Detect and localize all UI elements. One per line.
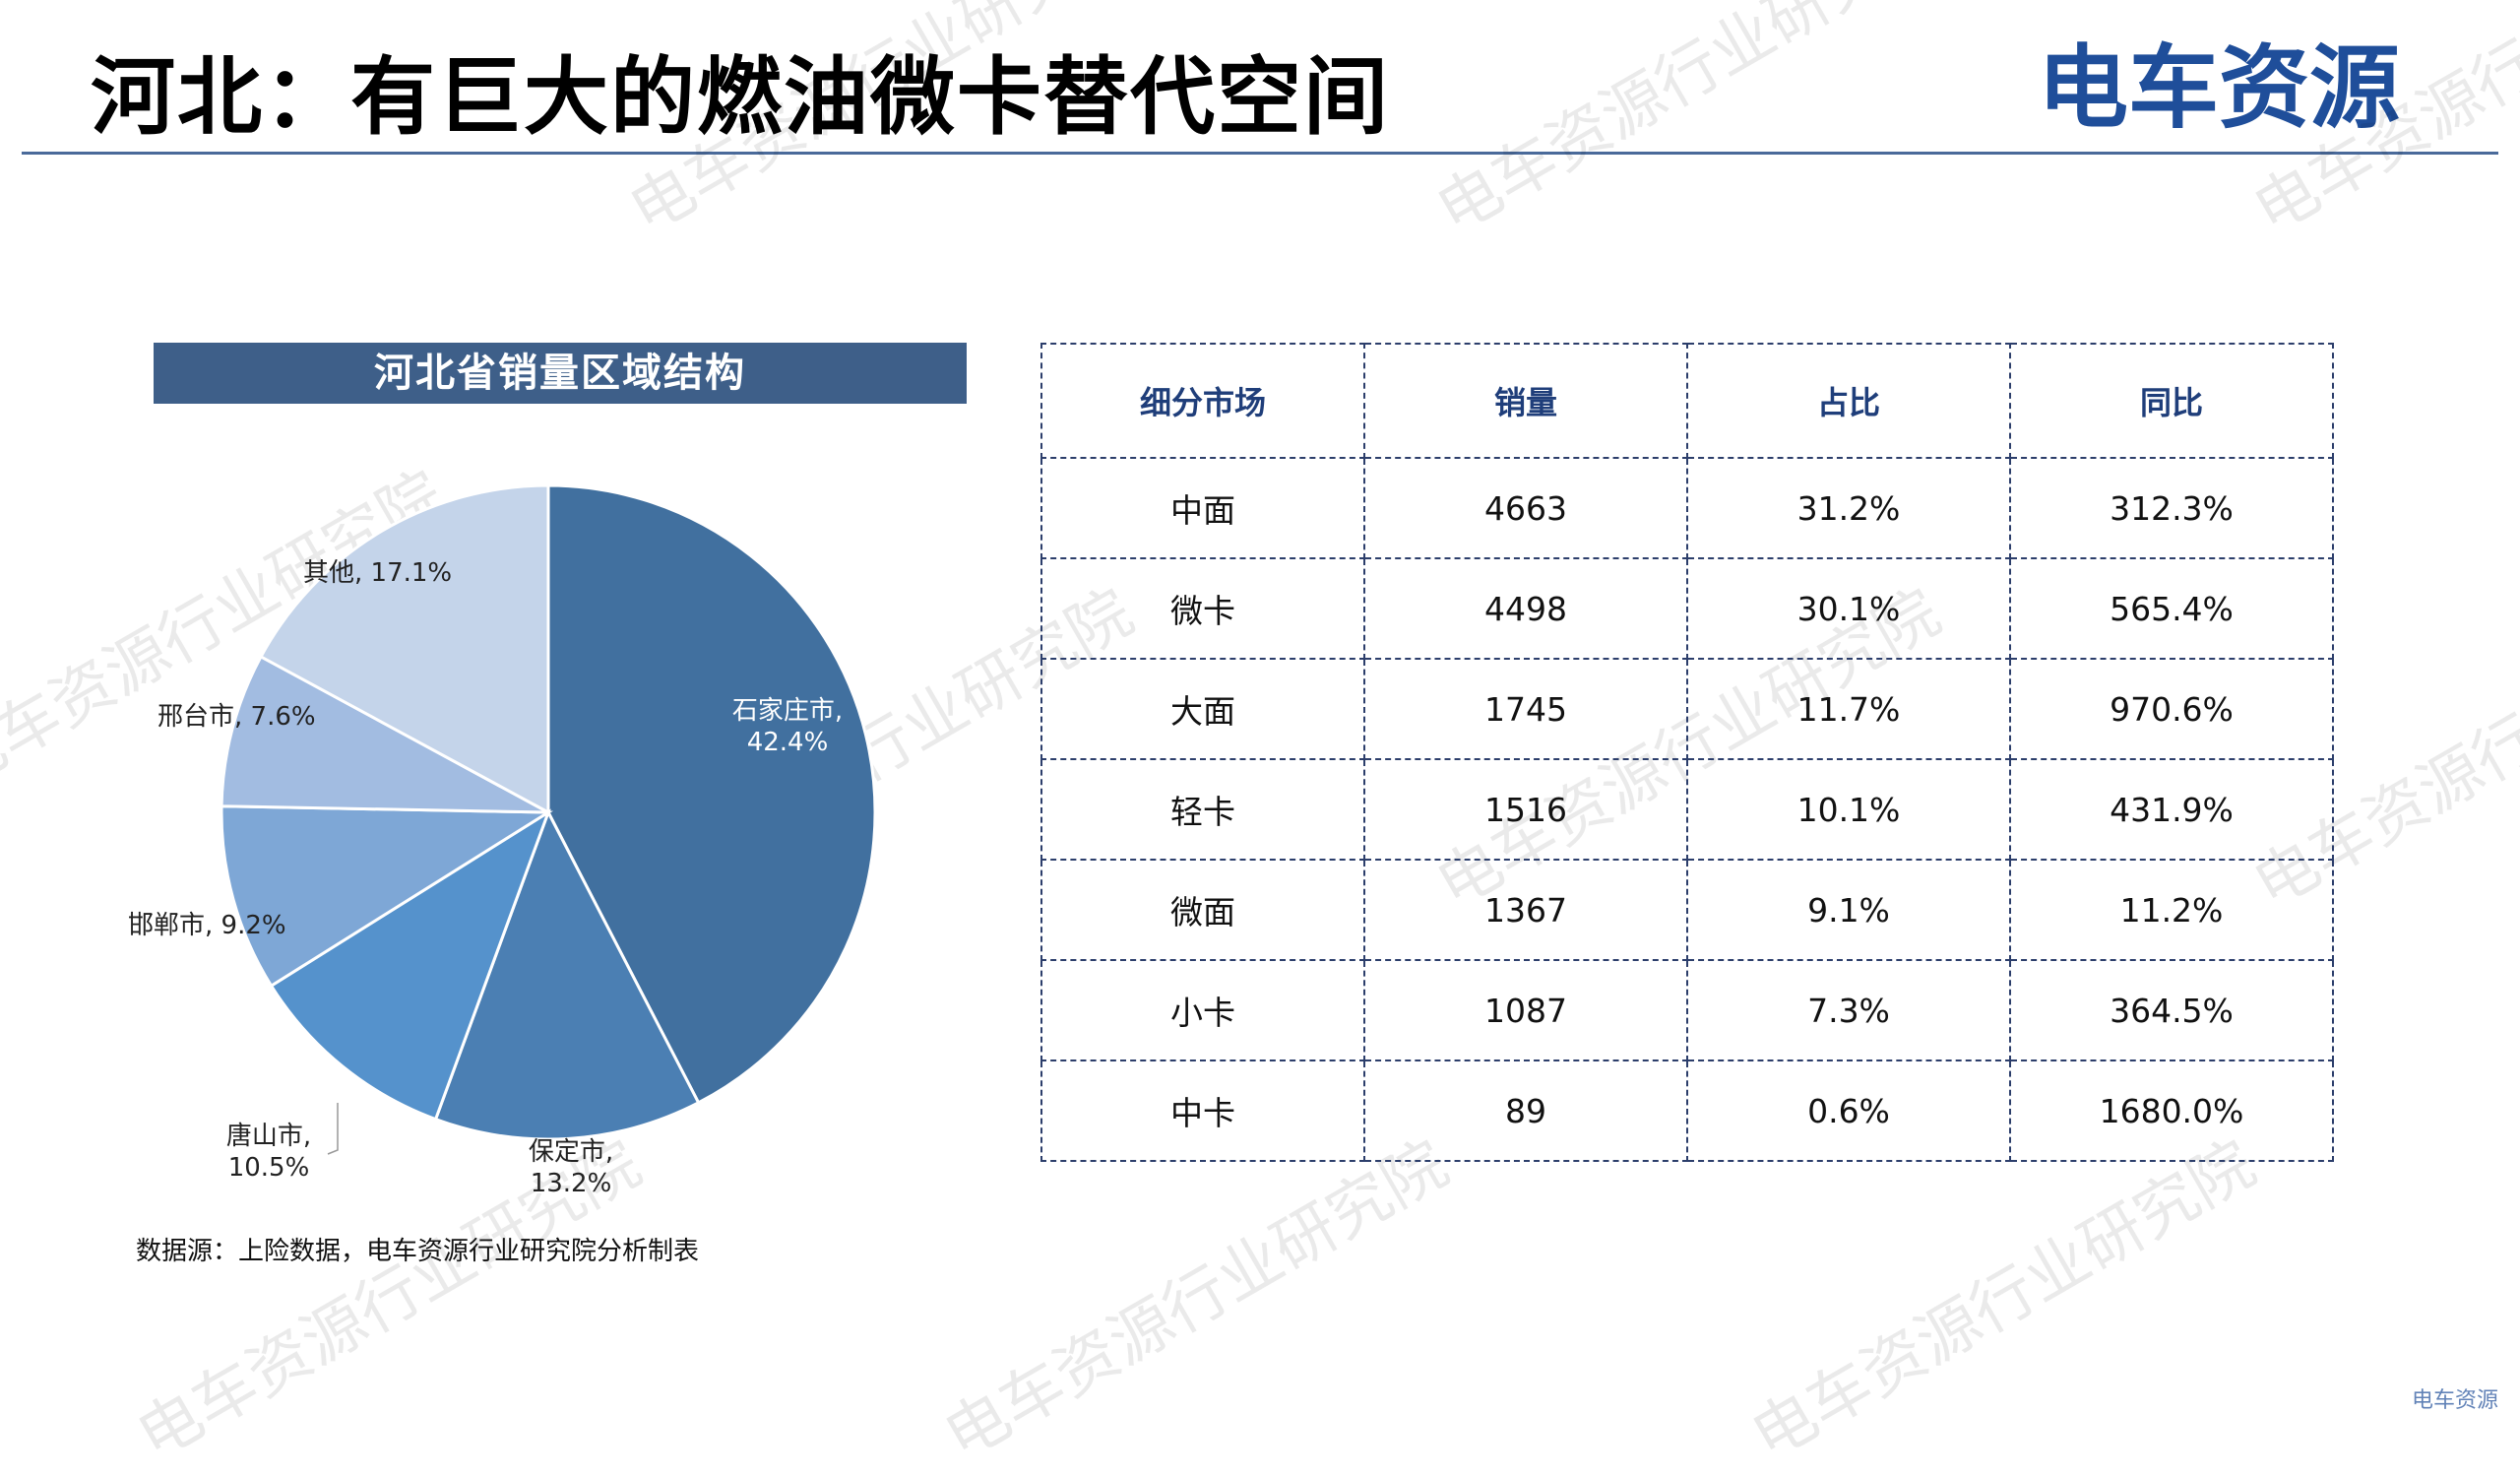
share-cell: 0.6% — [1686, 1060, 2011, 1162]
share-cell: 9.1% — [1686, 859, 2011, 961]
brand-logo: 电车资源 — [2038, 26, 2431, 141]
corner-logo-mark: 电车资源 — [2411, 1388, 2498, 1413]
segment-cell: 大面 — [1040, 658, 1365, 760]
table-row: 中面 4663 31.2% 312.3% — [1040, 457, 2334, 559]
watermark: 电车资源行业研究院 — [125, 1126, 654, 1475]
table-row: 微面 1367 9.1% 11.2% — [1040, 859, 2334, 961]
yoy-cell: 11.2% — [2009, 859, 2334, 961]
segment-cell: 轻卡 — [1040, 758, 1365, 861]
share-cell: 31.2% — [1686, 457, 2011, 559]
sales-cell: 1367 — [1363, 859, 1688, 961]
watermark: 电车资源行业研究院 — [1424, 0, 1953, 249]
header-cell: 同比 — [2009, 343, 2334, 459]
pie-slice — [269, 808, 551, 1122]
sales-cell: 4663 — [1363, 457, 1688, 559]
sales-cell: 1516 — [1363, 758, 1688, 861]
table-row: 中卡 89 0.6% 1680.0% — [1040, 1060, 2334, 1162]
pie-label: 邢台市, 7.6% — [158, 702, 316, 732]
yoy-cell: 364.5% — [2009, 959, 2334, 1061]
pie-slice — [433, 808, 701, 1141]
pie-label-name: 保定市, — [529, 1137, 613, 1167]
header-cell: 细分市场 — [1040, 343, 1365, 459]
segment-cell: 中卡 — [1040, 1060, 1365, 1162]
yoy-cell: 565.4% — [2009, 557, 2334, 660]
pie-label-name: 石家庄市, — [732, 696, 843, 726]
page-title: 河北：有巨大的燃油微卡替代空间 — [91, 48, 1390, 147]
share-cell: 30.1% — [1686, 557, 2011, 660]
sales-cell: 89 — [1363, 1060, 1688, 1162]
pie-label-percent: 13.2% — [531, 1169, 612, 1198]
pie-label-percent: 10.5% — [228, 1153, 310, 1183]
watermark: 电车资源行业研究院 — [0, 457, 457, 805]
header-cell: 销量 — [1363, 343, 1688, 459]
sales-cell: 1745 — [1363, 658, 1688, 760]
logo-text: 电车资源 — [2038, 34, 2401, 141]
table-header-row: 细分市场 销量 占比 同比 — [1040, 343, 2334, 459]
pie-label-name: 唐山市, — [226, 1122, 311, 1151]
share-cell: 11.7% — [1686, 658, 2011, 760]
share-cell: 10.1% — [1686, 758, 2011, 861]
table-row: 小卡 1087 7.3% 364.5% — [1040, 959, 2334, 1061]
segment-cell: 微面 — [1040, 859, 1365, 961]
pie-slice — [259, 483, 550, 815]
pie-label: 邯郸市, 9.2% — [128, 911, 286, 940]
table-row: 轻卡 1516 10.1% 431.9% — [1040, 758, 2334, 861]
pie-label: 其他, 17.1% — [303, 558, 452, 588]
sales-cell: 1087 — [1363, 959, 1688, 1061]
data-source-note: 数据源：上险数据，电车资源行业研究院分析制表 — [136, 1237, 700, 1266]
pie-label-percent: 42.4% — [747, 728, 829, 757]
segment-cell: 中面 — [1040, 457, 1365, 559]
header-divider — [22, 152, 2498, 155]
segment-cell: 小卡 — [1040, 959, 1365, 1061]
chart-title: 河北省销量区域结构 — [154, 343, 967, 404]
sales-cell: 4498 — [1363, 557, 1688, 660]
share-cell: 7.3% — [1686, 959, 2011, 1061]
yoy-cell: 312.3% — [2009, 457, 2334, 559]
market-table: 细分市场 销量 占比 同比 中面 4663 31.2% 312.3% 微卡 44… — [1040, 343, 2334, 1162]
watermark: 电车资源行业研究院 — [1739, 1126, 2268, 1475]
pie-slice — [220, 804, 554, 989]
yoy-cell: 1680.0% — [2009, 1060, 2334, 1162]
watermark: 电车资源行业研究院 — [932, 1126, 1461, 1475]
header-cell: 占比 — [1686, 343, 2011, 459]
yoy-cell: 431.9% — [2009, 758, 2334, 861]
segment-cell: 微卡 — [1040, 557, 1365, 660]
table-row: 微卡 4498 30.1% 565.4% — [1040, 557, 2334, 660]
pie-slice — [546, 483, 877, 1105]
pie-slice — [220, 654, 549, 814]
pie-leader-line — [327, 1103, 339, 1155]
yoy-cell: 970.6% — [2009, 658, 2334, 760]
table-row: 大面 1745 11.7% 970.6% — [1040, 658, 2334, 760]
